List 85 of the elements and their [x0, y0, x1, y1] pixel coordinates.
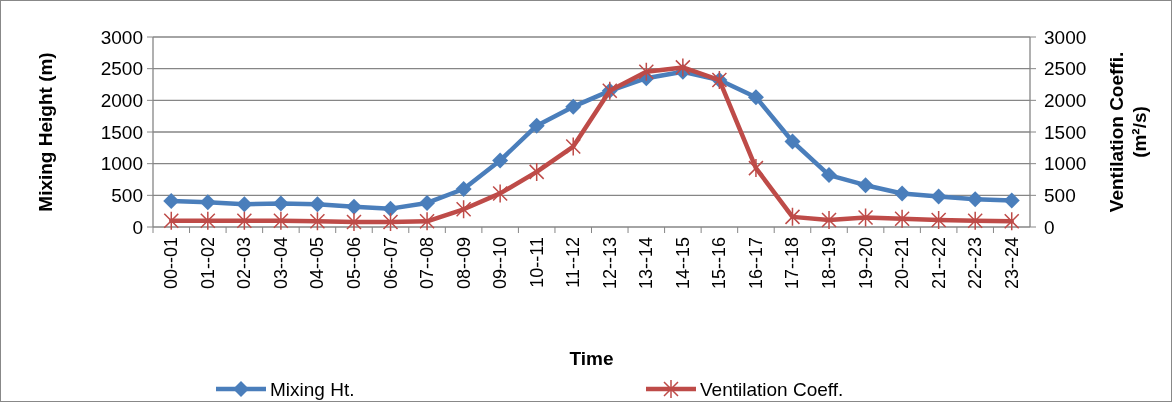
point	[784, 133, 801, 150]
x-tick-label: 10--11	[526, 237, 547, 288]
x-axis-title: Time	[569, 348, 614, 369]
legend-label: Mixing Ht.	[270, 378, 355, 400]
point	[894, 185, 911, 202]
x-tick-label: 08--09	[453, 237, 474, 290]
point	[199, 194, 216, 211]
point	[455, 199, 472, 220]
x-tick-label: 07--08	[417, 237, 438, 290]
point	[967, 191, 984, 208]
point	[528, 162, 545, 182]
point	[748, 158, 764, 178]
point	[419, 194, 436, 211]
point	[492, 183, 508, 204]
legend-label: Ventilation Coeff.	[700, 378, 844, 400]
x-tick-label: 18--19	[819, 237, 840, 290]
y-tick-label: 500	[111, 184, 143, 206]
x-tick-label: 15--16	[709, 237, 730, 290]
x-tick-label: 05--06	[343, 237, 364, 290]
point	[273, 210, 289, 231]
point	[163, 193, 180, 210]
y-axis-title: Mixing Height (m)	[35, 52, 56, 212]
point	[455, 181, 472, 197]
x-tick-label: 01--02	[197, 237, 218, 290]
x-tick-label: 22--23	[965, 237, 986, 290]
point	[747, 89, 764, 106]
x-tick-label: 09--10	[490, 237, 511, 290]
x-tick-label: 13--14	[636, 237, 657, 290]
point	[675, 57, 691, 78]
point	[967, 210, 983, 231]
point	[894, 209, 910, 229]
y-tick-label: 2000	[100, 89, 143, 111]
y2-tick-label: 500	[1044, 184, 1076, 206]
point	[382, 212, 399, 232]
x-tick-label: 02--03	[234, 237, 255, 290]
y-tick-label: 3000	[100, 26, 143, 48]
y-tick-label: 1500	[100, 121, 143, 143]
point	[821, 210, 837, 230]
point	[492, 152, 509, 169]
y2-tick-label: 0	[1044, 216, 1055, 238]
x-tick-label: 04--05	[307, 237, 328, 290]
point	[419, 211, 435, 232]
point	[345, 198, 362, 215]
point	[565, 136, 581, 157]
x-tick-label: 23--24	[1001, 237, 1022, 290]
point	[382, 200, 399, 217]
x-tick-label: 03--04	[270, 237, 291, 290]
x-tick-label: 21--22	[928, 237, 949, 290]
point	[565, 98, 582, 115]
point	[857, 177, 874, 194]
x-tick-label: 12--13	[599, 237, 620, 290]
point	[930, 188, 947, 205]
point	[236, 196, 253, 213]
point	[346, 212, 362, 232]
y2-axis-title: Ventilation Coeffi. (m²/s)	[1106, 51, 1150, 213]
x-tick-label: 19--20	[855, 237, 876, 290]
point	[236, 210, 253, 231]
x-tick-label: 11--12	[563, 237, 584, 288]
x-tick-label: 06--07	[380, 237, 401, 290]
point	[821, 167, 838, 184]
point	[272, 195, 289, 212]
point	[200, 210, 216, 231]
x-tick-label: 16--17	[745, 237, 766, 290]
point	[930, 210, 947, 230]
x-tick-label: 00--01	[161, 237, 182, 290]
point	[309, 211, 326, 232]
x-tick-label: 17--18	[782, 237, 803, 290]
y2-tick-label: 1500	[1044, 121, 1087, 143]
point	[638, 62, 655, 82]
point	[1003, 192, 1020, 209]
y2-tick-label: 1000	[1044, 153, 1087, 175]
y2-tick-label: 3000	[1044, 26, 1087, 48]
point	[163, 210, 180, 231]
y-tick-label: 1000	[100, 153, 143, 175]
point	[528, 117, 545, 134]
point	[857, 207, 874, 228]
x-tick-label: 20--21	[892, 237, 913, 290]
y2-tick-label: 2500	[1044, 58, 1087, 80]
y2-tick-label: 2000	[1044, 89, 1087, 111]
y-tick-label: 2500	[100, 58, 143, 80]
point	[784, 207, 801, 227]
point	[309, 196, 326, 213]
x-tick-label: 14--15	[672, 237, 693, 290]
y-tick-label: 0	[132, 216, 143, 238]
point	[1003, 211, 1020, 232]
